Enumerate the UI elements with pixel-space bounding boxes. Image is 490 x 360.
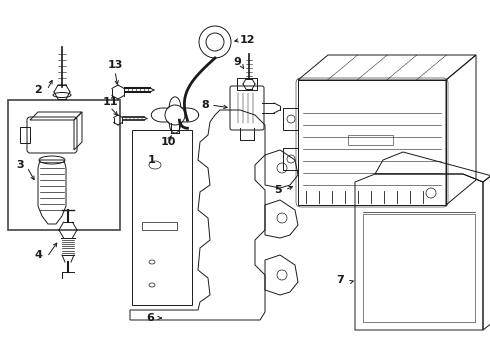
Text: 12: 12 <box>239 35 255 45</box>
Text: 1: 1 <box>148 155 156 165</box>
Text: 7: 7 <box>336 275 344 285</box>
Text: 13: 13 <box>107 60 122 70</box>
Text: 4: 4 <box>34 250 42 260</box>
Text: 8: 8 <box>201 100 209 110</box>
Bar <box>298 80 446 205</box>
Bar <box>363 214 475 322</box>
Bar <box>132 130 192 305</box>
Bar <box>8 100 120 230</box>
Text: 9: 9 <box>233 57 241 67</box>
Text: 6: 6 <box>146 313 154 323</box>
Bar <box>20 127 30 143</box>
Bar <box>142 222 177 230</box>
Text: 5: 5 <box>274 185 282 195</box>
Bar <box>348 135 393 145</box>
Text: 2: 2 <box>34 85 42 95</box>
Bar <box>283 148 298 170</box>
Text: 10: 10 <box>160 137 176 147</box>
Bar <box>283 108 298 130</box>
Text: 11: 11 <box>102 97 118 107</box>
Text: 3: 3 <box>16 160 24 170</box>
Bar <box>237 78 257 90</box>
